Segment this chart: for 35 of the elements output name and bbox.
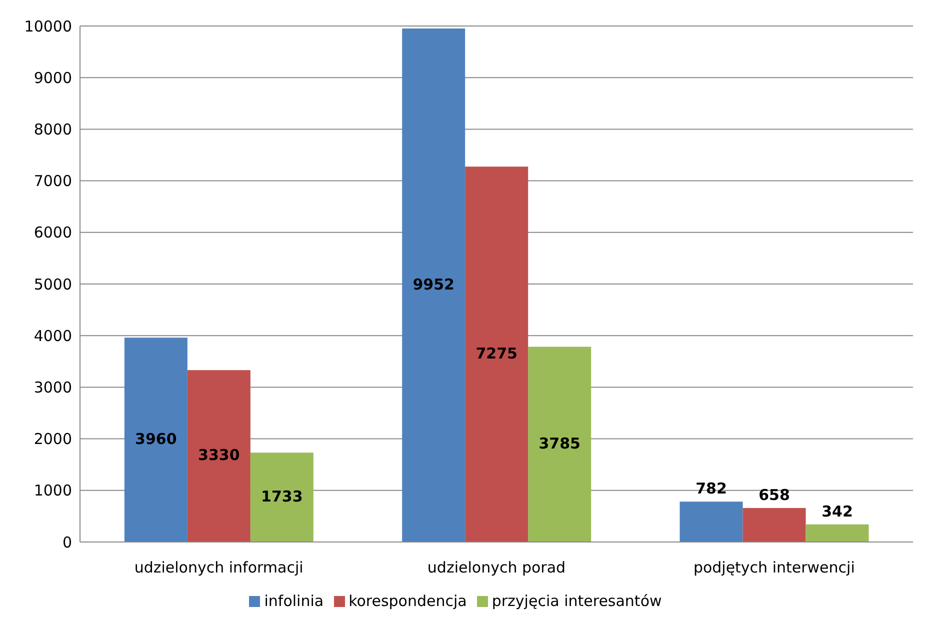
data-label: 3330 bbox=[198, 446, 240, 464]
legend-label: przyjęcia interesantów bbox=[492, 592, 662, 610]
bar bbox=[680, 502, 743, 542]
y-tick-label: 9000 bbox=[34, 68, 72, 87]
bar bbox=[742, 508, 806, 542]
data-label: 9952 bbox=[412, 275, 454, 294]
y-tick-label: 3000 bbox=[34, 378, 72, 397]
data-label: 7275 bbox=[476, 344, 518, 362]
x-tick-label: podjętych interwencji bbox=[693, 558, 855, 577]
y-tick-label: 2000 bbox=[34, 430, 72, 448]
y-tick-label: 10000 bbox=[24, 17, 72, 36]
y-tick-label: 7000 bbox=[34, 172, 72, 190]
x-tick-label: udzielonych informacji bbox=[134, 558, 304, 577]
data-label: 782 bbox=[696, 480, 727, 498]
bar bbox=[402, 28, 466, 542]
y-tick-label: 6000 bbox=[34, 224, 72, 242]
bar bbox=[187, 370, 250, 542]
data-label: 1733 bbox=[261, 487, 303, 506]
bar bbox=[806, 524, 869, 542]
data-label: 658 bbox=[758, 486, 790, 504]
data-label: 3960 bbox=[135, 430, 177, 448]
legend-label: korespondencja bbox=[348, 592, 467, 610]
bar bbox=[250, 452, 314, 542]
data-label: 342 bbox=[822, 502, 853, 520]
y-tick-label: 8000 bbox=[34, 120, 72, 139]
data-label: 3785 bbox=[538, 434, 580, 452]
y-tick-label: 5000 bbox=[34, 275, 72, 294]
bar bbox=[528, 346, 592, 542]
x-tick-label: udzielonych porad bbox=[427, 558, 566, 577]
y-tick-label: 0 bbox=[62, 533, 72, 552]
bar bbox=[124, 338, 188, 542]
y-tick-label: 1000 bbox=[34, 482, 72, 500]
y-tick-label: 4000 bbox=[34, 326, 72, 345]
bar bbox=[465, 166, 528, 542]
legend-label: infolinia bbox=[264, 592, 324, 610]
